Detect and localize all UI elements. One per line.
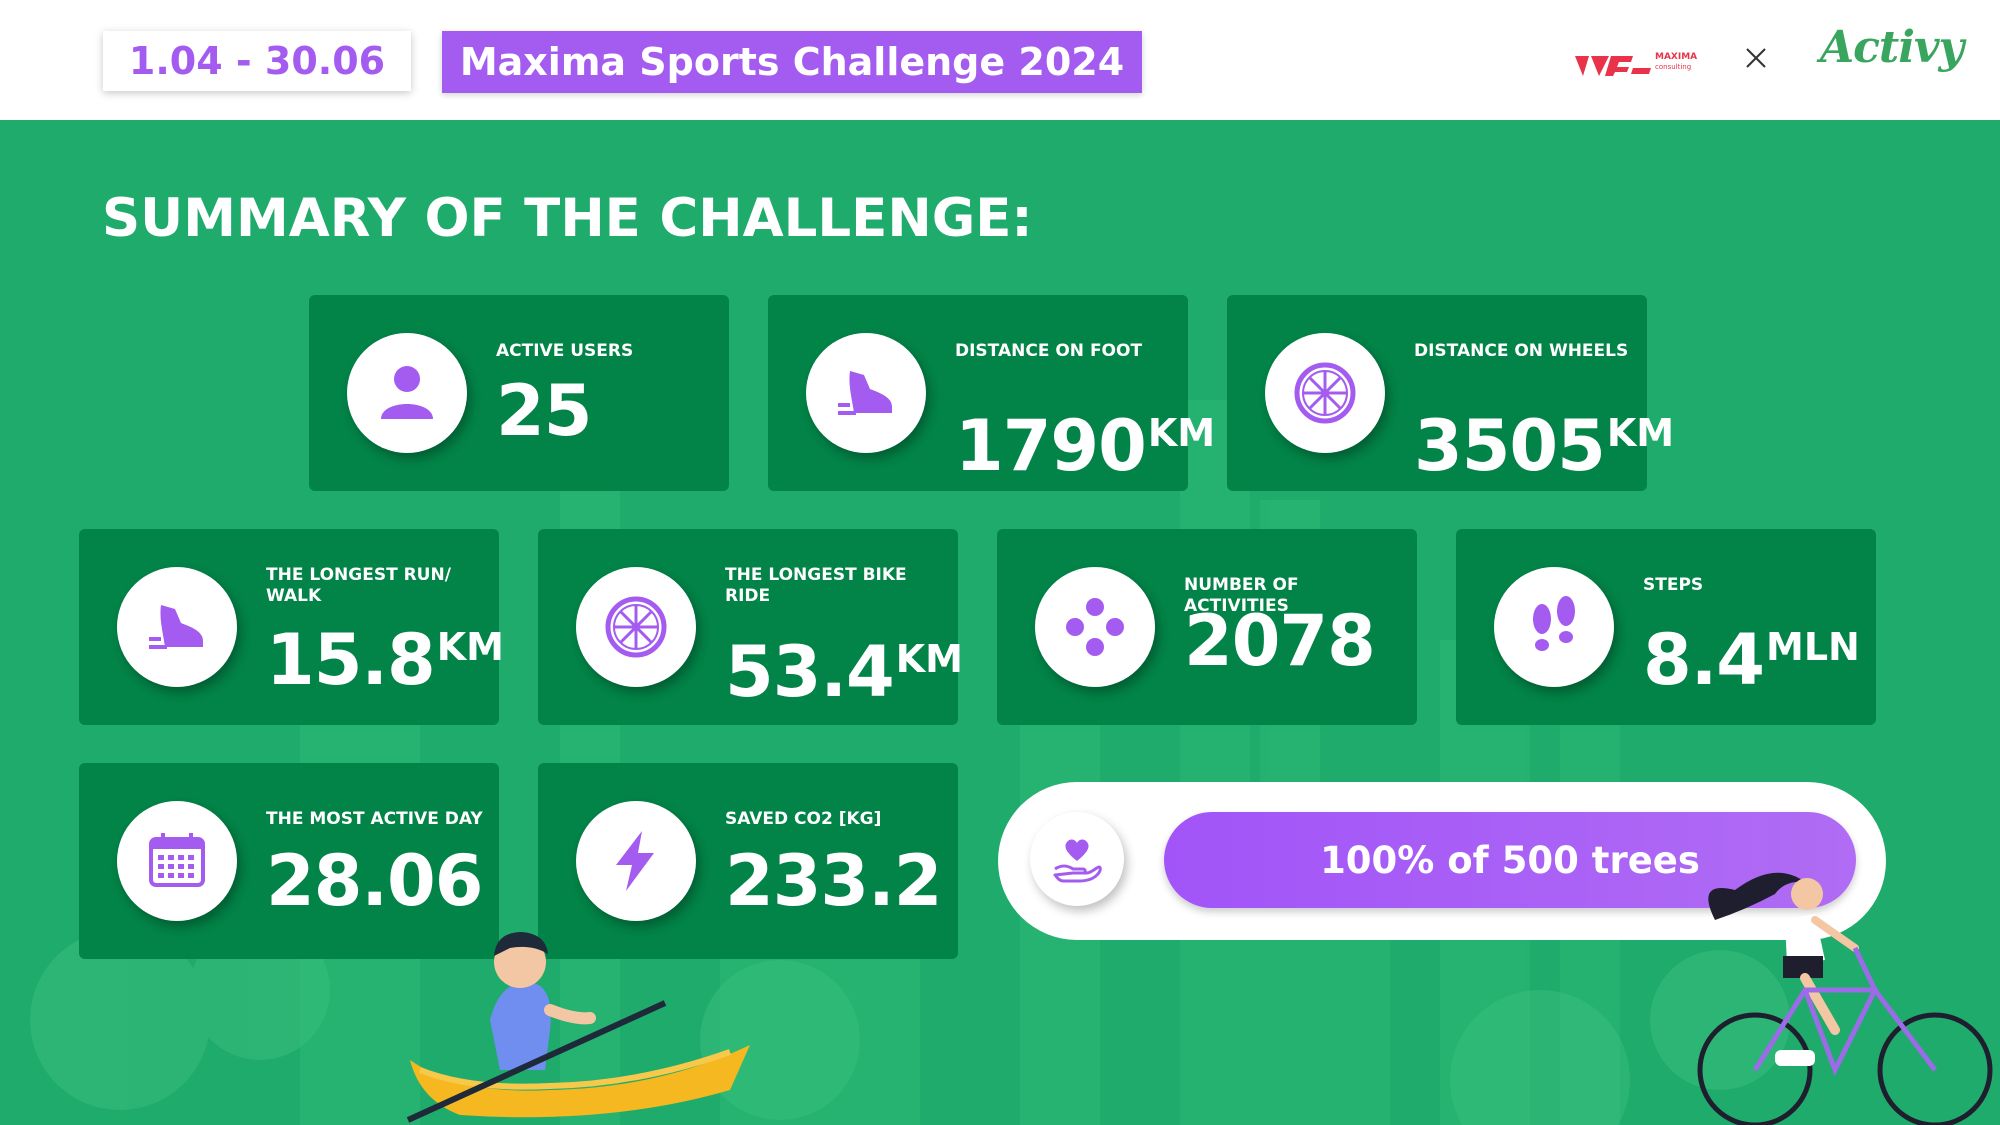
stat-number: 233.2	[725, 840, 942, 922]
stat-icon-circle	[576, 801, 696, 921]
stat-icon-circle	[576, 567, 696, 687]
stat-icon-circle	[1035, 567, 1155, 687]
stat-value: 1790KM	[955, 395, 1215, 484]
stat-card-steps: STEPS 8.4MLN	[1456, 529, 1876, 725]
brand-name: MAXIMA	[1655, 52, 1698, 62]
stat-value: 15.8KM	[266, 609, 504, 698]
stat-label: SAVED CO2 [KG]	[725, 809, 882, 829]
times-icon	[1746, 48, 1766, 68]
stat-label: THE MOST ACTIVE DAY	[266, 809, 483, 829]
stat-unit: MLN	[1766, 625, 1860, 669]
trees-icon-circle	[1030, 812, 1124, 906]
activities-icon	[1066, 598, 1124, 656]
stat-value: 8.4MLN	[1643, 609, 1860, 698]
stat-icon-circle	[1265, 333, 1385, 453]
stat-value: 53.4KM	[725, 621, 963, 710]
stat-value: 233.2	[725, 840, 942, 922]
stat-label: THE LONGEST RUN/ WALK	[266, 565, 451, 606]
stat-card-co2: SAVED CO2 [KG] 233.2	[538, 763, 958, 959]
stat-unit: KM	[436, 625, 504, 669]
activy-logo: Activy	[1820, 22, 1964, 73]
brand-wordmark: MAXIMA consulting	[1655, 52, 1697, 72]
stat-card-longest-bike: THE LONGEST BIKE RIDE 53.4KM	[538, 529, 963, 725]
shoe-icon	[149, 605, 203, 649]
stat-icon-circle	[1494, 567, 1614, 687]
stat-label: ACTIVE USERS	[496, 341, 634, 361]
stat-number: 3505	[1414, 405, 1606, 487]
lightning-icon	[616, 831, 654, 891]
user-icon	[381, 366, 433, 419]
date-range-badge: 1.04 - 30.06	[103, 31, 411, 91]
challenge-title: Maxima Sports Challenge 2024	[459, 40, 1125, 84]
brand-subtitle: consulting	[1655, 63, 1692, 71]
wheel-icon	[1294, 362, 1356, 424]
stat-label: STEPS	[1643, 575, 1704, 595]
stat-label: DISTANCE ON FOOT	[955, 341, 1143, 361]
stat-icon-circle	[117, 567, 237, 687]
stat-number: 2078	[1184, 600, 1376, 682]
stat-number: 53.4	[725, 631, 895, 713]
date-range-text: 1.04 - 30.06	[128, 39, 386, 83]
stat-card-distance-foot: DISTANCE ON FOOT 1790KM	[768, 295, 1215, 491]
kayaker-illustration	[406, 932, 750, 1123]
stat-card-activities: NUMBER OF ACTIVITIES 2078	[997, 529, 1417, 725]
stat-label: DISTANCE ON WHEELS	[1414, 341, 1629, 361]
stat-label: THE LONGEST BIKE RIDE	[725, 565, 907, 606]
stat-number: 8.4	[1643, 619, 1765, 701]
calendar-icon	[149, 833, 205, 887]
stat-card-active-day: THE MOST ACTIVE DAY 28.06	[79, 763, 499, 959]
stat-card-longest-run: THE LONGEST RUN/ WALK 15.8KM	[79, 529, 504, 725]
stat-value: 2078	[1184, 600, 1376, 682]
header-bar: 1.04 - 30.06 Maxima Sports Challenge 202…	[0, 0, 2000, 120]
stat-unit: KM	[895, 637, 963, 681]
shoe-icon	[838, 371, 892, 415]
stat-number: 1790	[955, 405, 1147, 487]
footprints-icon	[1533, 596, 1575, 651]
stat-label: NUMBER OF ACTIVITIES	[1184, 575, 1299, 616]
stat-unit: KM	[1147, 411, 1216, 455]
heart-hand-icon	[1053, 839, 1102, 883]
wheel-icon	[605, 596, 667, 658]
challenge-title-banner: Maxima Sports Challenge 2024	[442, 31, 1142, 93]
summary-title: SUMMARY OF THE CHALLENGE:	[102, 188, 1033, 249]
stat-icon-circle	[806, 333, 926, 453]
stat-card-distance-wheels: DISTANCE ON WHEELS 3505KM	[1227, 295, 1674, 491]
stat-value: 28.06	[266, 840, 483, 922]
cyclist-illustration	[1697, 872, 1993, 1125]
maxima-logo-icon	[1575, 56, 1651, 76]
stat-value: 3505KM	[1414, 395, 1674, 484]
stat-icon-circle	[117, 801, 237, 921]
trees-progress-text: 100% of 500 trees	[1320, 838, 1700, 882]
stat-number: 15.8	[266, 619, 436, 701]
stat-card-active-users: ACTIVE USERS 25	[309, 295, 729, 491]
stat-number: 25	[496, 370, 592, 452]
stat-unit: KM	[1606, 411, 1675, 455]
stat-icon-circle	[347, 333, 467, 453]
stat-number: 28.06	[266, 840, 483, 922]
stat-value: 25	[496, 370, 592, 452]
